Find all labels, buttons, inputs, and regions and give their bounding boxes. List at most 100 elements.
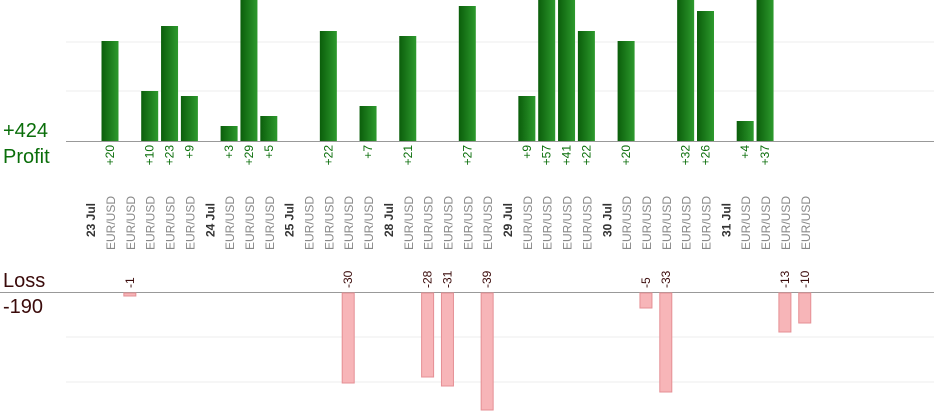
pair-label: EUR/USD [144, 196, 158, 250]
labels: 23 Jul 24 Jul 25 Jul 28 Jul 29 Jul 30 Jul 31 J… [84, 145, 813, 288]
profit-value-label: +32 [679, 145, 693, 166]
pair-label: EUR/USD [521, 196, 535, 250]
profit-bar [697, 11, 714, 141]
day-label: 29 Jul [501, 203, 515, 237]
pair-label: EUR/USD [164, 196, 178, 250]
pair-label: EUR/USD [541, 196, 555, 250]
pair-label: EUR/USD [263, 196, 277, 250]
profit-value-label: +22 [321, 145, 335, 166]
loss-bar [480, 292, 494, 411]
pair-label: EUR/USD [660, 196, 674, 250]
day-label: 31 Jul [719, 203, 733, 237]
profit-bar [518, 96, 536, 141]
pair-label: EUR/USD [402, 196, 416, 250]
pair-label: EUR/USD [779, 196, 793, 250]
profit-value-label: +3 [222, 145, 236, 159]
pair-label: EUR/USD [124, 196, 138, 250]
profit-bar [577, 31, 595, 141]
profit-bar [399, 36, 417, 141]
loss-bar [123, 292, 137, 297]
loss-bar [659, 292, 673, 393]
pair-label: EUR/USD [342, 196, 356, 250]
loss-bar [778, 292, 792, 333]
profit-value-label: +41 [560, 145, 574, 166]
profit-value-label: +4 [738, 145, 752, 159]
loss-total: -190 [3, 296, 44, 318]
bars [101, 0, 812, 411]
profit-bar [736, 121, 754, 141]
pair-label: EUR/USD [680, 196, 694, 250]
profit-value-label: +26 [699, 145, 713, 166]
profit-value-label: +23 [163, 145, 177, 166]
profit-value-label: +22 [579, 145, 593, 166]
pair-label: EUR/USD [183, 196, 197, 250]
profit-value-label: +21 [401, 145, 415, 166]
profit-bar [161, 26, 179, 141]
loss-value-label: -13 [778, 270, 792, 288]
pair-label: EUR/USD [362, 196, 376, 250]
profit-label: Profit [3, 146, 50, 168]
loss-value-label: -30 [341, 270, 355, 288]
loss-value-label: -31 [440, 270, 454, 288]
pair-label: EUR/USD [441, 196, 455, 250]
pair-label: EUR/USD [640, 196, 654, 250]
profit-value-label: +9 [520, 145, 534, 159]
loss-value-label: -39 [480, 270, 494, 288]
profit-value-label: +10 [143, 145, 157, 166]
pair-label: EUR/USD [322, 196, 336, 250]
gridlines [0, 41, 934, 383]
profit-bar [677, 0, 695, 141]
pair-label: EUR/USD [104, 196, 118, 250]
profit-value-label: +7 [361, 145, 375, 159]
profit-bar [359, 106, 377, 141]
day-label: 25 Jul [283, 203, 297, 237]
profit-bar [558, 0, 576, 141]
profit-value-label: +20 [103, 145, 117, 166]
profit-value-label: +29 [242, 145, 256, 166]
loss-bar [798, 292, 812, 324]
profit-total: +424 [3, 120, 49, 142]
loss-bar [440, 292, 454, 387]
profit-bar [180, 96, 198, 141]
loss-value-label: -5 [639, 277, 653, 288]
profit-bar [538, 0, 556, 141]
pair-label: EUR/USD [580, 196, 594, 250]
loss-label: Loss [3, 270, 46, 292]
profit-bar [617, 41, 635, 141]
profit-value-label: +20 [619, 145, 633, 166]
day-label: 28 Jul [382, 203, 396, 237]
pair-label: EUR/USD [422, 196, 436, 250]
pair-label: EUR/USD [303, 196, 317, 250]
loss-bar [421, 292, 435, 378]
profit-bar [319, 31, 337, 141]
profit-bar [458, 6, 476, 141]
pair-label: EUR/USD [739, 196, 753, 250]
profit-value-label: +27 [460, 145, 474, 166]
loss-value-label: -10 [798, 270, 812, 288]
profit-value-label: +9 [182, 145, 196, 159]
profit-value-label: +57 [540, 145, 554, 166]
profit-bar [141, 91, 159, 141]
loss-value-label: -1 [123, 277, 137, 288]
pair-label: EUR/USD [561, 196, 575, 250]
profit-value-label: +5 [262, 145, 276, 159]
loss-value-label: -33 [659, 270, 673, 288]
day-label: 30 Jul [600, 203, 614, 237]
profit-bar [260, 116, 278, 141]
profit-bar [756, 0, 774, 141]
loss-bar [639, 292, 653, 309]
pair-label: EUR/USD [759, 196, 773, 250]
pair-label: EUR/USD [223, 196, 237, 250]
profit-bar [240, 0, 258, 141]
day-label: 24 Jul [203, 203, 217, 237]
pair-label: EUR/USD [481, 196, 495, 250]
pair-label: EUR/USD [700, 196, 714, 250]
profit-value-label: +37 [758, 145, 772, 166]
day-label: 23 Jul [84, 203, 98, 237]
loss-value-label: -28 [421, 270, 435, 288]
pair-label: EUR/USD [620, 196, 634, 250]
loss-bar [341, 292, 355, 384]
pair-label: EUR/USD [243, 196, 257, 250]
profit-bar [101, 41, 119, 141]
